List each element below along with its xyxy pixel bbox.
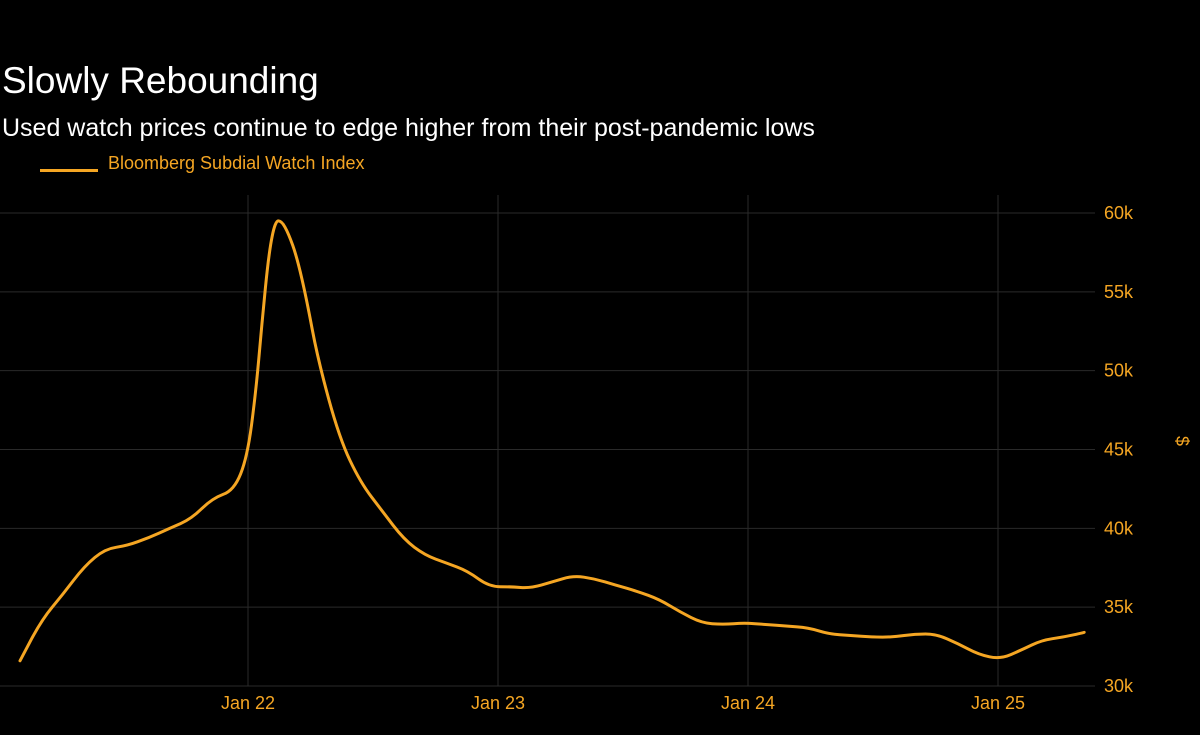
- y-tick-label: 50k: [1104, 361, 1134, 381]
- chart-subtitle: Used watch prices continue to edge highe…: [2, 114, 815, 142]
- chart-legend: Bloomberg Subdial Watch Index: [40, 146, 400, 202]
- x-tick-label: Jan 23: [471, 693, 525, 713]
- legend-swatch: [40, 169, 98, 172]
- y-tick-label: 35k: [1104, 597, 1134, 617]
- y-tick-label: 45k: [1104, 440, 1134, 460]
- y-axis-label: $: [1172, 436, 1192, 446]
- chart-title: Slowly Rebounding: [2, 60, 319, 101]
- x-tick-label: Jan 25: [971, 693, 1025, 713]
- series-line: [18, 219, 1086, 663]
- x-tick-label: Jan 24: [721, 693, 775, 713]
- y-tick-label: 60k: [1104, 203, 1134, 223]
- legend-label: Bloomberg Subdial Watch Index: [108, 153, 365, 173]
- y-tick-label: 40k: [1104, 518, 1134, 538]
- x-tick-label: Jan 22: [221, 693, 275, 713]
- y-tick-label: 30k: [1104, 676, 1134, 696]
- y-tick-label: 55k: [1104, 282, 1134, 302]
